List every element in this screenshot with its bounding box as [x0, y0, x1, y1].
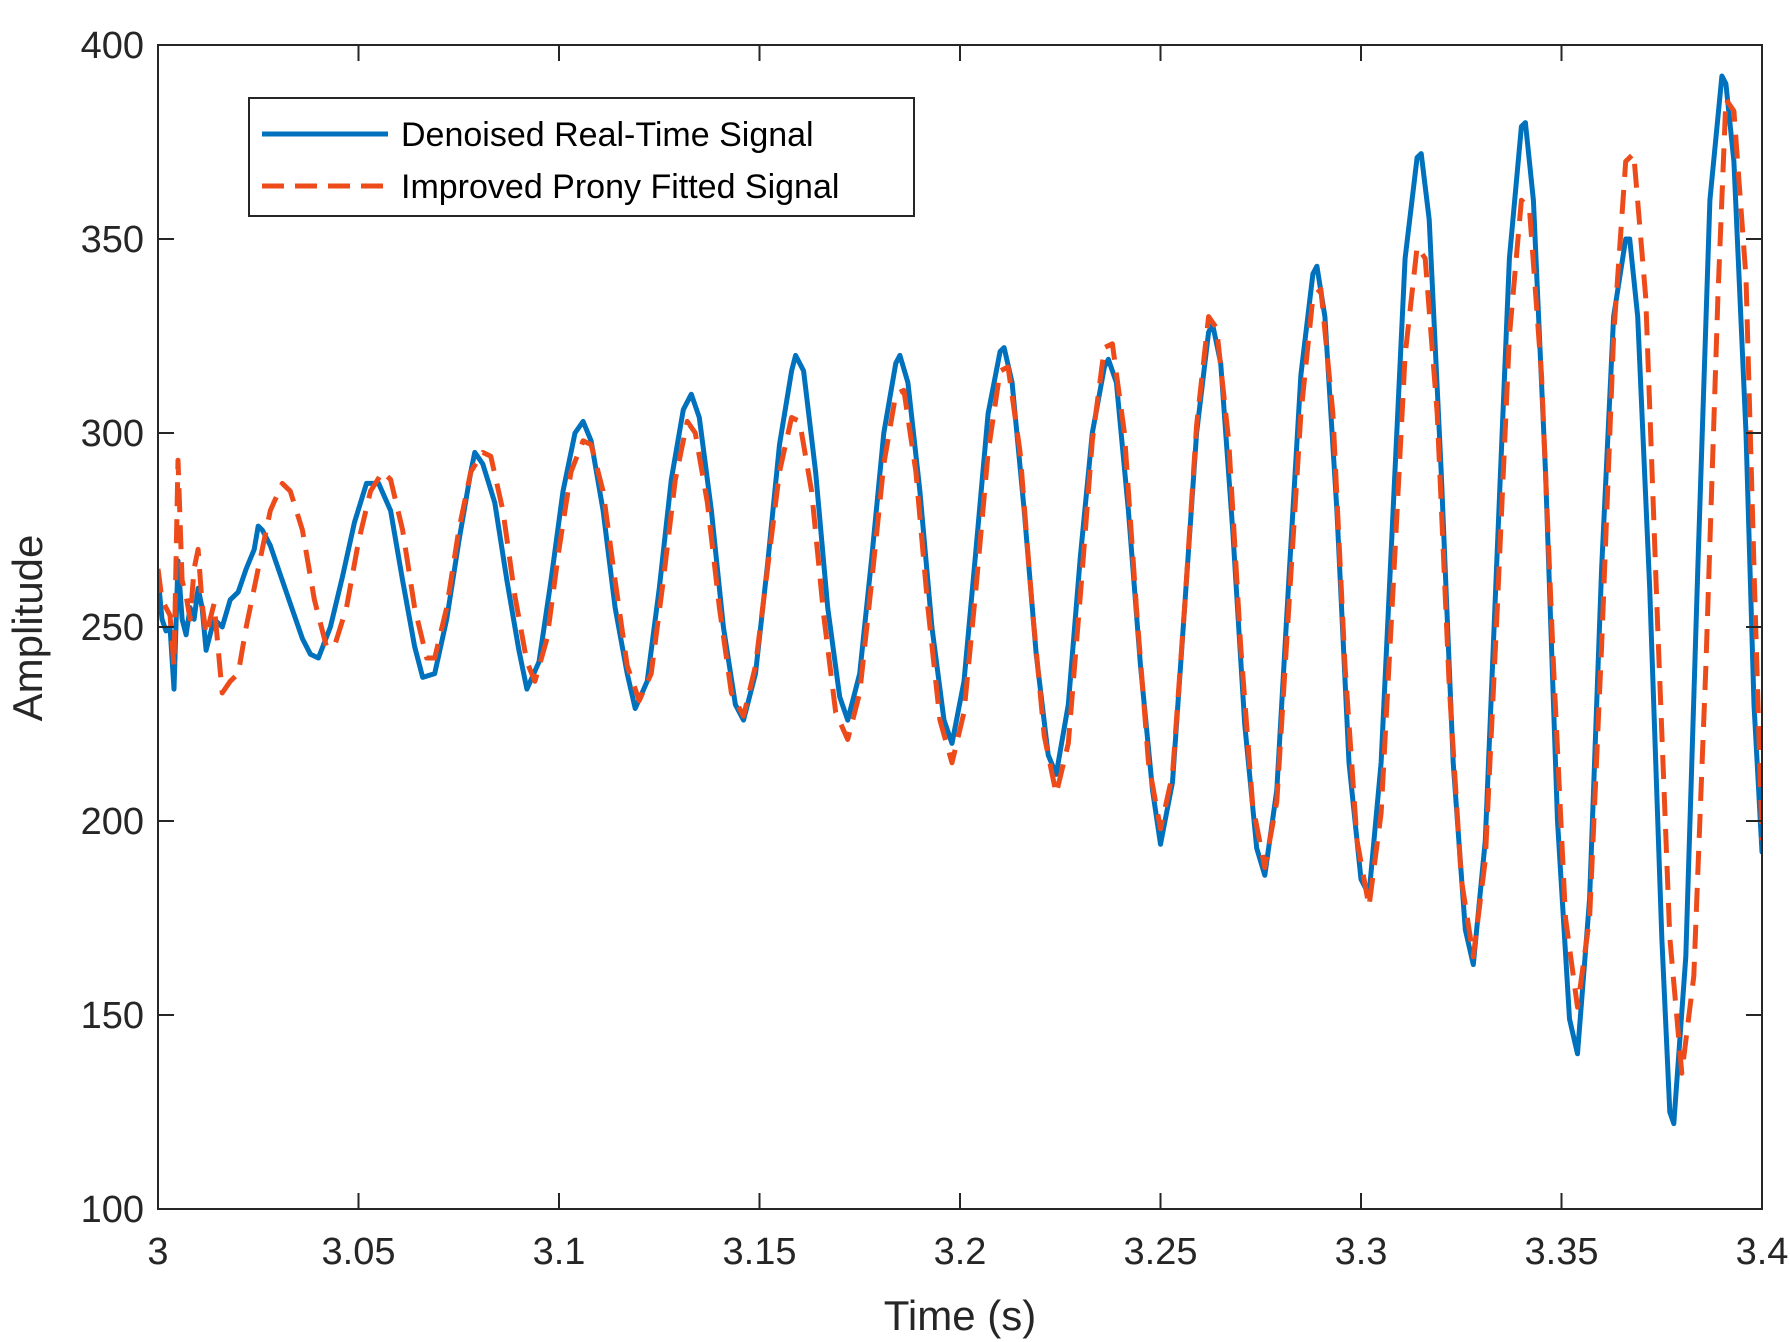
x-tick-label: 3: [147, 1231, 168, 1273]
y-tick-label: 200: [81, 801, 144, 843]
legend-label-denoised: Denoised Real-Time Signal: [401, 116, 814, 154]
x-tick-label: 3.1: [533, 1231, 586, 1273]
plot-area: [158, 73, 1762, 1127]
axes: 3 3.05 3.1 3.15 3.2 3.25 3.3 3.35 3.4 100 150 200 25…: [81, 25, 1789, 1273]
series-line-prony: [158, 96, 1762, 1076]
x-tick-label: 3.4: [1736, 1231, 1789, 1273]
legend: Denoised Real-Time Signal Improved Prony…: [248, 97, 915, 217]
y-axis-title: Amplitude: [4, 535, 51, 722]
y-tick-label: 250: [81, 607, 144, 649]
x-tick-label: 3.35: [1525, 1231, 1599, 1273]
x-tick-label: 3.15: [723, 1231, 797, 1273]
x-tick-label: 3.25: [1124, 1231, 1198, 1273]
y-tick-label: 150: [81, 995, 144, 1037]
x-tick-label: 3.3: [1335, 1231, 1388, 1273]
x-tick-label: 3.2: [934, 1231, 987, 1273]
x-axis-title: Time (s): [884, 1292, 1036, 1339]
x-tick-label: 3.05: [322, 1231, 396, 1273]
y-tick-label: 400: [81, 25, 144, 67]
y-tick-label: 350: [81, 219, 144, 261]
legend-box: [248, 97, 915, 217]
legend-label-prony: Improved Prony Fitted Signal: [401, 168, 839, 206]
y-tick-label: 100: [81, 1189, 144, 1231]
y-tick-label: 300: [81, 413, 144, 455]
